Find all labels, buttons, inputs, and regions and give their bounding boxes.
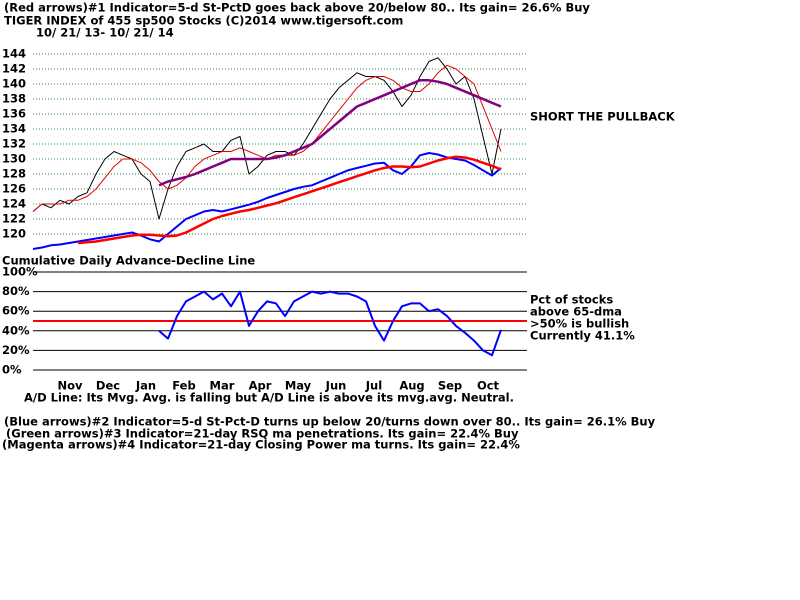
series-line — [32, 57, 502, 220]
series-line — [158, 79, 502, 187]
note: (Green arrows)#3 Indicator=21-day RSQ ma… — [6, 427, 519, 441]
y-tick-label: 122 — [2, 212, 26, 226]
y-tick-label: 80% — [2, 284, 30, 298]
annotation: SHORT THE PULLBACK — [530, 110, 676, 124]
y-tick-label: 40% — [2, 323, 30, 337]
y-tick-label: 140 — [2, 77, 26, 91]
y-tick-label: 60% — [2, 304, 30, 318]
y-tick-label: 126 — [2, 182, 26, 196]
x-tick-label: Feb — [172, 379, 195, 393]
y-tick-label: 142 — [2, 62, 26, 76]
annotation: Pct of stocks — [530, 293, 613, 307]
series-line — [158, 290, 502, 357]
y-tick-label: 136 — [2, 107, 26, 121]
x-tick-label: Sep — [438, 379, 462, 393]
note: (Magenta arrows)#4 Indicator=21-day Clos… — [2, 438, 520, 452]
x-tick-label: May — [285, 379, 312, 393]
y-tick-label: 124 — [2, 197, 26, 211]
chart-subtitle: TIGER INDEX of 455 sp500 Stocks (C)2014 … — [4, 14, 403, 28]
x-tick-label: Jul — [365, 379, 382, 393]
series-line — [32, 152, 502, 250]
annotation: Currently 41.1% — [530, 329, 635, 343]
note: (Blue arrows)#2 Indicator=5-d St-Pct-D t… — [4, 415, 656, 429]
x-tick-label: Aug — [399, 379, 424, 393]
date-range: 10/ 21/ 13- 10/ 21/ 14 — [36, 26, 174, 40]
series-line — [77, 155, 502, 245]
x-tick-label: Jun — [325, 379, 347, 393]
x-tick-label: Oct — [477, 379, 500, 393]
note: A/D Line: Its Mvg. Avg. is falling but A… — [24, 391, 514, 405]
x-tick-label: Jan — [135, 379, 156, 393]
y-tick-label: 138 — [2, 92, 26, 106]
y-tick-label: 20% — [2, 343, 30, 357]
x-tick-label: Nov — [57, 379, 83, 393]
annotation: Cumulative Daily Advance-Decline Line — [2, 254, 255, 268]
x-tick-label: Apr — [249, 379, 272, 393]
y-tick-label: 144 — [2, 47, 26, 61]
y-tick-label: 120 — [2, 227, 26, 241]
annotation: >50% is bullish — [530, 317, 629, 331]
series-line — [32, 64, 502, 212]
x-tick-label: Dec — [96, 379, 120, 393]
x-tick-label: Mar — [210, 379, 235, 393]
y-tick-label: 132 — [2, 137, 26, 151]
y-tick-label: 0% — [2, 363, 22, 377]
y-tick-label: 100% — [2, 265, 38, 279]
y-tick-label: 128 — [2, 167, 26, 181]
annotation: above 65-dma — [530, 305, 622, 319]
y-tick-label: 130 — [2, 152, 26, 166]
y-tick-label: 134 — [2, 122, 26, 136]
chart-title: (Red arrows)#1 Indicator=5-d St-PctD goe… — [4, 1, 590, 15]
